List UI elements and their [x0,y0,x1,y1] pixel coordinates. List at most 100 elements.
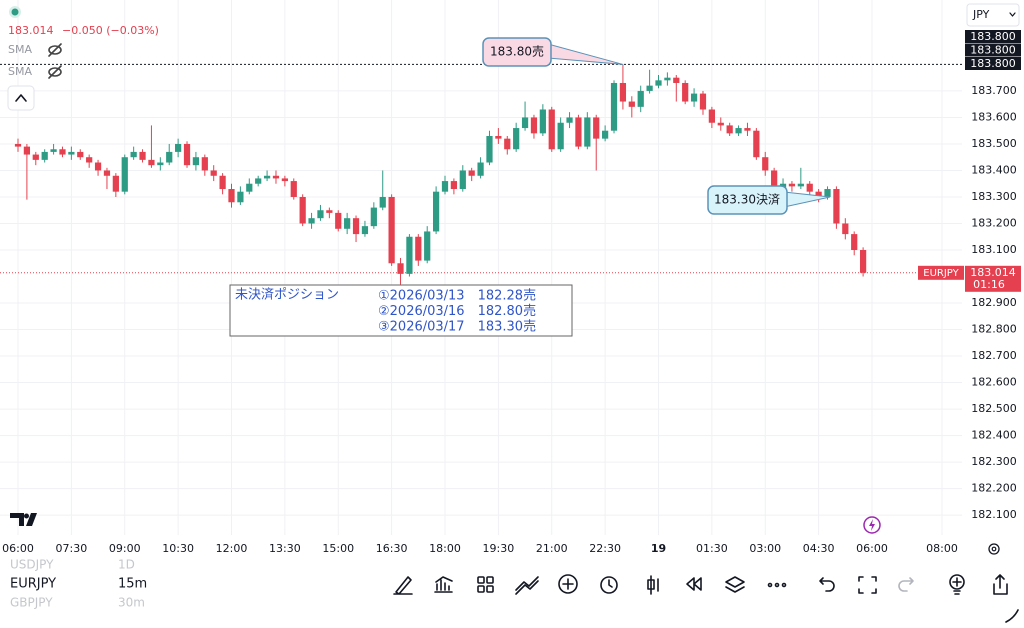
candle-body [797,183,804,187]
candle-body [86,157,93,163]
candle-body [432,191,440,232]
symbol-name[interactable]: GBPJPY [10,596,53,610]
countdown-label: 01:16 [973,278,1005,291]
collapse-button[interactable] [7,85,35,111]
fullscreen-tool[interactable] [858,576,877,594]
candle-body [486,136,493,163]
x-tick-label: 04:30 [803,542,835,555]
y-tick-label: 183.600 [971,110,1017,123]
status-dot-core [11,8,19,16]
position-line: ②2026/03/16 182.80売 [378,303,536,319]
candle-body [317,210,324,219]
candle-body [513,128,520,150]
candle-body [521,117,529,129]
candle-body [833,189,840,224]
symbol-name[interactable]: EURJPY [10,577,56,592]
candle-body [201,157,208,171]
share-tool[interactable] [993,574,1008,595]
y-tick-label: 182.200 [971,482,1017,495]
undo-tool[interactable] [819,577,835,592]
candle-body [397,263,404,274]
candle-body [593,117,600,139]
indicator-label[interactable]: SMA [8,65,32,78]
candle-body [584,117,591,147]
candle-body [504,138,511,150]
symbol-interval: 15m [118,577,147,592]
candle-body [175,143,182,152]
currency-selector[interactable] [966,3,1020,27]
candle-body [459,170,466,190]
callout-pointer [783,191,831,208]
y-tick-label: 183.400 [971,163,1017,176]
x-tick-label: 06:00 [856,542,888,555]
candle-body [762,157,769,171]
candle-body [557,122,564,150]
callout [707,185,788,215]
candle-body [610,82,618,131]
chevron-up [15,94,27,102]
change-text: −0.050 (−0.03%) [62,24,159,37]
candle-body [655,80,662,86]
position-line: ①2026/03/13 182.28売 [378,288,536,304]
more-tool[interactable] [767,582,773,588]
candle-body [619,82,627,102]
layout-tool[interactable] [477,576,485,584]
candle-body [130,151,137,158]
dropdown-arrow [1009,12,1016,17]
x-tick-label: 01:30 [696,542,728,555]
candles-tool[interactable] [647,575,659,595]
candle-body [851,234,858,251]
replay-tool[interactable] [686,577,702,591]
candle-body [308,218,315,224]
add-tool[interactable] [558,574,578,594]
y-tick-label: 182.500 [971,402,1017,415]
settings-icon[interactable] [988,543,1000,555]
toolbar-icons [393,574,1019,623]
scroll-hint [1005,609,1019,623]
x-tick-label: 08:00 [926,542,958,555]
price-text: 183.014 [8,24,54,37]
symbol-name[interactable]: USDJPY [10,558,54,572]
candle-body [157,162,164,166]
candle-body [744,128,751,131]
compare-tool[interactable] [515,576,539,595]
alert-tool-hands [608,579,613,588]
candle-body [708,109,715,123]
more-dot [774,582,780,588]
redo-tool[interactable] [898,577,914,592]
candle-body [112,175,119,192]
layers-tool[interactable] [725,576,745,593]
positions-title: 未決済ポジション [235,287,339,303]
candle-body [735,128,742,134]
more-dot [781,582,787,588]
draw-tool[interactable] [393,576,413,595]
candle-body [388,196,395,264]
lightning-icon [869,519,875,531]
candle-body [183,143,191,166]
candle-body [335,212,342,229]
candle-body [121,157,128,192]
indicators-tool[interactable] [434,576,453,593]
price-marker [965,57,1021,70]
hidden-icon[interactable] [48,43,62,57]
symbol-interval: 1D [118,558,135,572]
candle-body [646,85,653,91]
ideas-tool[interactable] [949,574,965,590]
price-marker-label: 183.800 [970,30,1016,43]
plot [0,0,962,535]
candle-body [192,157,200,166]
candle-body [441,181,449,192]
callout-text: 183.80売 [490,44,544,59]
candle-body [139,151,146,160]
candle-body [602,130,609,139]
hidden-icon[interactable] [48,65,62,79]
price-marker [965,43,1021,57]
candle-body [23,146,31,155]
indicator-label[interactable]: SMA [8,43,32,56]
y-tick-label: 182.900 [971,296,1017,309]
logo-dot [24,513,29,519]
y-tick-label: 182.700 [971,349,1017,362]
candle-body [566,117,573,123]
alert-tool[interactable] [600,576,618,594]
candle-body [806,183,813,192]
